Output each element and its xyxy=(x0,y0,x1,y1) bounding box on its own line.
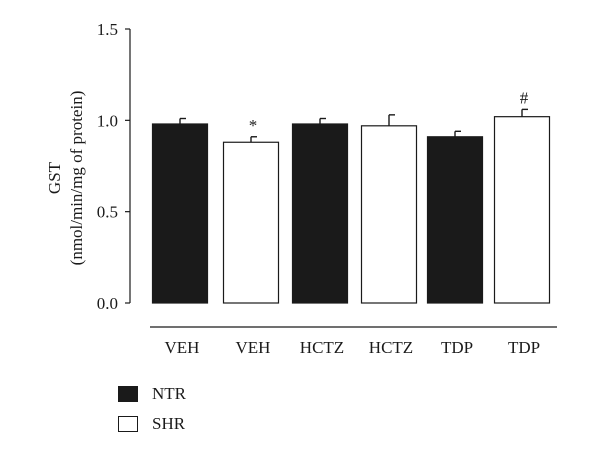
x-tick-label-1: VEH xyxy=(236,338,271,357)
legend-swatch-shr xyxy=(118,416,138,432)
x-tick-label-2: HCTZ xyxy=(300,338,344,357)
y-axis-title-line-0: GST xyxy=(45,161,64,194)
y-axis-title: GST (nmol/min/mg of protein) xyxy=(45,91,86,266)
legend-item-shr: SHR xyxy=(118,410,186,438)
bar-chart: 0.0 0.5 1.0 1.5 GST (nmol/min/mg of protein) V… xyxy=(45,20,557,357)
y-tick-label-0: 0.0 xyxy=(97,294,118,313)
annotation-1: * xyxy=(249,116,258,135)
bar-3 xyxy=(360,125,418,304)
y-axis-title-line-1: (nmol/min/mg of protein) xyxy=(67,91,86,266)
bar-1 xyxy=(222,141,280,304)
x-tick-label-4: TDP xyxy=(441,338,473,357)
x-tick-label-5: TDP xyxy=(508,338,540,357)
bar-2 xyxy=(291,123,349,304)
legend-label-shr: SHR xyxy=(152,414,186,433)
y-tick-label-2: 1.0 xyxy=(97,111,118,130)
legend-label-ntr: NTR xyxy=(152,384,186,403)
x-tick-label-3: HCTZ xyxy=(369,338,413,357)
legend-swatch-ntr xyxy=(118,386,138,402)
bar-4 xyxy=(426,136,484,304)
annotation-5: # xyxy=(520,88,529,107)
y-tick-label-1: 0.5 xyxy=(97,203,118,222)
bar-5 xyxy=(493,116,551,304)
legend: NTR SHR xyxy=(118,380,186,440)
y-tick-label-3: 1.5 xyxy=(97,20,118,39)
x-tick-label-0: VEH xyxy=(165,338,200,357)
legend-item-ntr: NTR xyxy=(118,380,186,408)
bar-0 xyxy=(151,123,209,304)
